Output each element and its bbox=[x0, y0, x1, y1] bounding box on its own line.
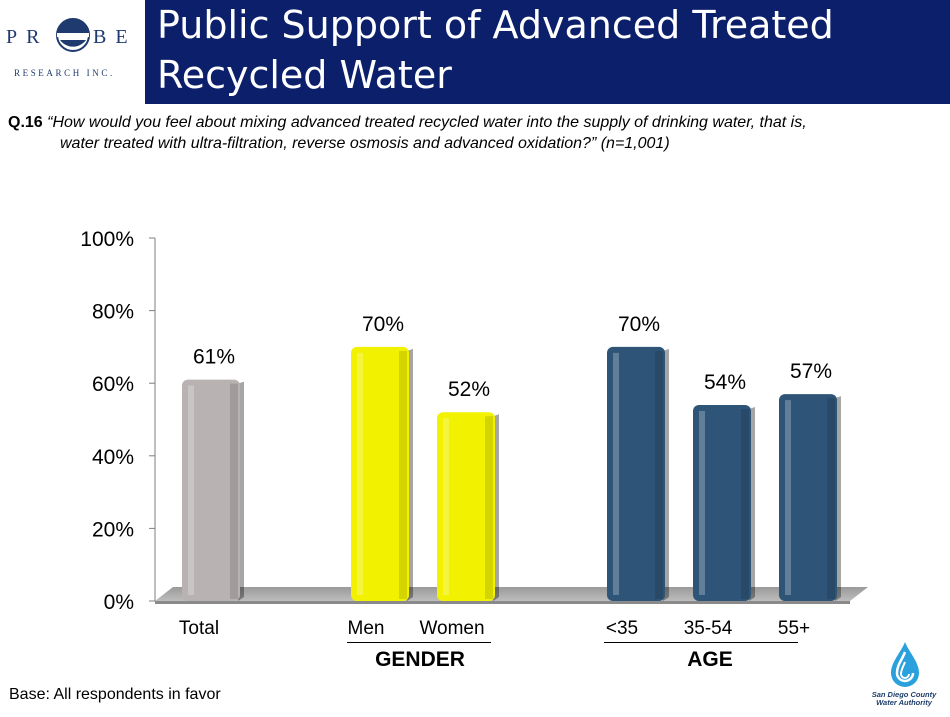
question-line-1: “How would you feel about mixing advance… bbox=[47, 114, 807, 131]
value-label: 54% bbox=[704, 371, 746, 394]
value-label: 52% bbox=[448, 378, 490, 401]
y-tick-label: 40% bbox=[92, 446, 134, 469]
category-label: Women bbox=[419, 618, 484, 639]
bar bbox=[437, 412, 495, 601]
bar-men bbox=[351, 346, 413, 601]
value-label: 70% bbox=[618, 313, 660, 336]
bar-edge bbox=[741, 408, 749, 599]
group-label-gender: GENDER bbox=[375, 648, 465, 671]
bar-highlight bbox=[188, 385, 194, 595]
logo-globe-icon bbox=[56, 18, 90, 52]
y-tick-label: 20% bbox=[92, 518, 134, 541]
question-number: Q.16 bbox=[8, 114, 43, 131]
page-title: Public Support of Advanced Treated Recyc… bbox=[157, 0, 937, 100]
value-label: 57% bbox=[790, 360, 832, 383]
base-note: Base: All respondents in favor bbox=[9, 686, 221, 703]
sdcwa-text: San Diego County Water Authority bbox=[862, 691, 946, 707]
bar-highlight bbox=[785, 400, 791, 595]
y-tick-label: 80% bbox=[92, 301, 134, 324]
bar-highlight bbox=[443, 418, 449, 595]
bar-total bbox=[182, 379, 244, 601]
value-label: 70% bbox=[362, 313, 404, 336]
chart-floor bbox=[155, 587, 868, 601]
bar-highlight bbox=[699, 410, 705, 595]
title-bar: Public Support of Advanced Treated Recyc… bbox=[145, 0, 950, 104]
bar bbox=[182, 379, 240, 601]
category-label: 35-54 bbox=[684, 618, 733, 639]
bar-highlight bbox=[613, 352, 619, 595]
y-tick-label: 0% bbox=[104, 591, 134, 614]
logo-subtitle: RESEARCH INC. bbox=[14, 68, 115, 78]
bar bbox=[779, 394, 837, 601]
bar-edge bbox=[827, 398, 835, 599]
group-label-age: AGE bbox=[687, 648, 733, 671]
water-drop-icon bbox=[891, 642, 919, 687]
category-label: 55+ bbox=[778, 618, 810, 639]
chart-floor-edge bbox=[155, 601, 850, 604]
bar-55- bbox=[779, 394, 841, 601]
question-line-2: water treated with ultra-filtration, rev… bbox=[60, 135, 670, 152]
sdcwa-line-2: Water Authority bbox=[876, 698, 932, 707]
bar--35 bbox=[607, 346, 669, 601]
category-label: <35 bbox=[606, 618, 638, 639]
bar-edge bbox=[485, 416, 493, 599]
bar-highlight bbox=[357, 352, 363, 595]
logo-text-right: BE bbox=[93, 26, 137, 48]
bar bbox=[693, 404, 751, 601]
sdcwa-line-1: San Diego County bbox=[871, 690, 937, 699]
logo-text-left: PR bbox=[6, 26, 49, 48]
category-label: Men bbox=[348, 618, 385, 639]
bar-women bbox=[437, 412, 499, 601]
question-text: Q.16 “How would you feel about mixing ad… bbox=[8, 112, 943, 154]
category-label: Total bbox=[179, 618, 219, 639]
y-tick-label: 100% bbox=[80, 228, 134, 251]
bar-edge bbox=[655, 350, 663, 599]
bar-edge bbox=[230, 383, 238, 599]
age-underline bbox=[604, 642, 798, 643]
title-line-1: Public Support of Advanced Treated bbox=[157, 3, 834, 47]
sdcwa-logo: San Diego County Water Authority bbox=[862, 640, 946, 712]
gender-underline bbox=[347, 642, 491, 643]
value-label: 61% bbox=[193, 346, 235, 369]
bar-35-54 bbox=[693, 404, 755, 601]
y-tick-label: 60% bbox=[92, 373, 134, 396]
title-line-2: Recycled Water bbox=[157, 53, 452, 97]
bar bbox=[351, 346, 409, 601]
bar-edge bbox=[399, 350, 407, 599]
probe-logo: PR BE RESEARCH INC. bbox=[0, 0, 140, 104]
bar bbox=[607, 346, 665, 601]
